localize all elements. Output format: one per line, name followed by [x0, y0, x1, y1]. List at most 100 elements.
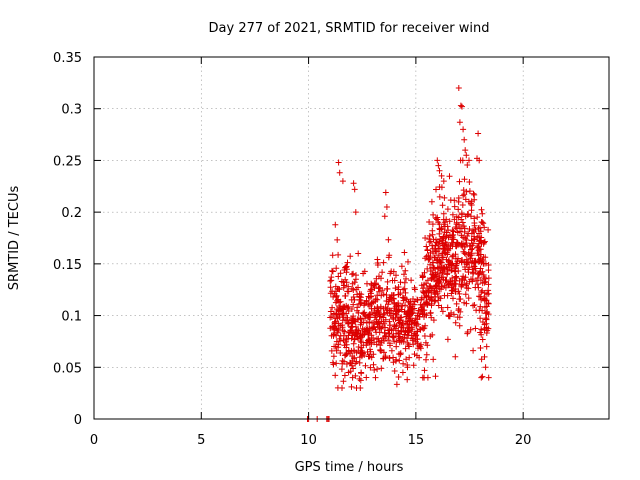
- data-point: [441, 249, 448, 256]
- data-point: [385, 333, 392, 340]
- data-point: [411, 305, 418, 312]
- data-point: [398, 263, 405, 270]
- data-point: [329, 304, 336, 311]
- data-point: [454, 239, 461, 246]
- data-point: [428, 296, 435, 302]
- data-point: [348, 383, 355, 390]
- data-point: [481, 239, 487, 246]
- data-point: [336, 311, 342, 318]
- y-tick-labels: 0 0.05 0.1 0.15 0.2 0.25 0.3 0.35: [53, 51, 82, 428]
- x-tick-label: 5: [197, 433, 205, 448]
- data-point: [385, 236, 392, 243]
- data-point: [401, 331, 408, 338]
- data-point: [435, 252, 442, 259]
- data-point: [436, 279, 443, 286]
- data-point: [403, 356, 410, 363]
- data-point: [385, 337, 392, 344]
- x-tick-label: 0: [90, 433, 98, 448]
- data-point: [367, 293, 374, 300]
- data-point: [351, 354, 358, 361]
- data-point: [380, 259, 387, 266]
- data-point: [463, 152, 470, 159]
- y-tick-label: 0: [74, 413, 82, 428]
- data-point: [337, 270, 344, 277]
- data-point: [327, 290, 334, 297]
- data-point: [363, 374, 370, 381]
- data-point: [328, 314, 335, 320]
- data-point: [348, 306, 355, 312]
- data-point: [461, 136, 468, 143]
- chart-title: Day 277 of 2021, SRMTID for receiver win…: [209, 21, 490, 36]
- data-point: [439, 308, 446, 315]
- data-point: [403, 311, 410, 317]
- data-point: [423, 294, 430, 300]
- data-point: [461, 243, 468, 250]
- data-point: [481, 238, 488, 245]
- data-point: [363, 339, 370, 346]
- data-point: [432, 248, 439, 254]
- data-point: [436, 230, 443, 237]
- data-point: [479, 287, 486, 294]
- data-point: [459, 202, 466, 208]
- data-point: [333, 294, 339, 301]
- data-point: [347, 360, 354, 366]
- data-point: [460, 126, 467, 133]
- data-point: [463, 236, 470, 243]
- data-point: [342, 264, 348, 271]
- data-point: [337, 338, 344, 344]
- data-point: [485, 226, 492, 233]
- data-point: [378, 347, 385, 354]
- data-points: [304, 85, 492, 422]
- data-point: [411, 298, 418, 305]
- data-point: [349, 323, 356, 330]
- data-point: [357, 377, 364, 384]
- data-point: [466, 226, 473, 232]
- data-point: [335, 326, 342, 333]
- data-point: [343, 341, 350, 348]
- data-point: [356, 290, 363, 297]
- data-point: [333, 265, 340, 272]
- data-point: [462, 196, 469, 203]
- data-point: [433, 248, 440, 255]
- data-point: [353, 286, 360, 293]
- data-point: [431, 298, 438, 305]
- data-point: [350, 340, 357, 347]
- data-point: [327, 278, 334, 284]
- data-point: [422, 235, 429, 241]
- data-point: [327, 308, 334, 315]
- data-point: [456, 290, 463, 297]
- data-point: [440, 233, 447, 240]
- x-tick-label: 10: [300, 433, 317, 448]
- data-point: [350, 329, 357, 336]
- data-point: [424, 265, 431, 272]
- data-point: [442, 284, 449, 291]
- data-point: [401, 271, 407, 278]
- data-point: [367, 364, 374, 371]
- data-point: [402, 345, 409, 352]
- data-point: [449, 253, 456, 260]
- data-point: [450, 252, 457, 259]
- data-point: [482, 296, 489, 302]
- data-point: [424, 246, 431, 253]
- data-point: [330, 332, 337, 339]
- data-point: [439, 274, 446, 281]
- data-point: [482, 364, 489, 371]
- data-point: [434, 290, 441, 297]
- data-point: [345, 308, 352, 314]
- data-point: [446, 218, 453, 225]
- data-point: [424, 277, 431, 284]
- data-point: [460, 273, 467, 280]
- data-point: [420, 289, 427, 296]
- data-point: [387, 342, 393, 349]
- data-point: [452, 224, 459, 230]
- data-point: [334, 236, 341, 243]
- data-point: [461, 250, 468, 257]
- data-point: [379, 287, 386, 294]
- data-point: [458, 258, 465, 265]
- data-point: [481, 353, 488, 360]
- data-point: [342, 317, 349, 323]
- data-point: [408, 277, 415, 284]
- data-point: [349, 374, 356, 381]
- data-point: [345, 319, 352, 326]
- data-point: [421, 294, 427, 301]
